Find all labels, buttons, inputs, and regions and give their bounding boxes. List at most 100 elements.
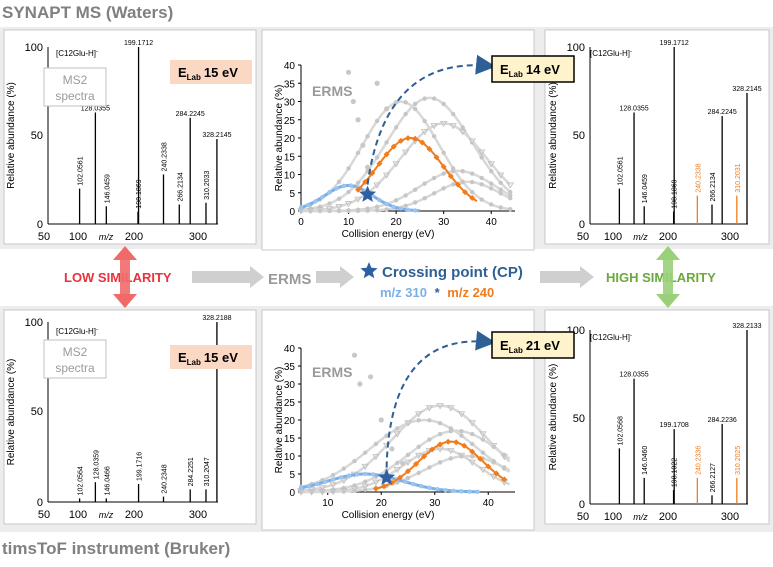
x-axis-label: m/z: [99, 510, 114, 520]
low-similarity-label: LOW SIMILARITY: [64, 270, 172, 285]
gray-series-point: [395, 460, 400, 466]
gray-series-point: [447, 405, 455, 412]
gray-series-point: [448, 428, 453, 434]
orange-series-point: [413, 460, 420, 467]
orange-series-point: [485, 463, 492, 470]
gray-series-point: [441, 171, 446, 176]
erms-middle-label: ERMS: [268, 271, 311, 288]
gray-series-point: [309, 489, 314, 495]
blue-series-point: [320, 194, 325, 200]
gray-series-point: [422, 196, 427, 201]
gray-series-point: [508, 207, 513, 212]
blue-series-point: [330, 477, 336, 482]
peak-label: 284.2245: [176, 111, 205, 118]
gray-series-point: [361, 463, 369, 471]
elab-label-bottom-left: ELab 15 eV: [178, 350, 238, 367]
orange-series-point: [445, 438, 452, 445]
y-tick-label: 20: [284, 416, 296, 427]
gray-series-point: [363, 487, 368, 493]
gray-series-point: [457, 411, 466, 418]
gray-series-point: [340, 477, 348, 485]
orange-series-point: [419, 139, 426, 146]
y-tick-label: 0: [579, 219, 585, 231]
blue-series-point: [405, 207, 411, 213]
ms2-box-top: [43, 67, 107, 107]
gray-series-point: [404, 459, 412, 466]
gray-series-point: [470, 441, 475, 447]
peak-label: 102.0561: [617, 156, 624, 185]
y-tick-label: 30: [284, 380, 296, 391]
blue-series-point: [475, 489, 480, 495]
peak-label: 199.1716: [137, 452, 144, 481]
green-double-arrow: [656, 246, 680, 308]
gray-series-point: [425, 405, 434, 412]
gray-series-point: [479, 431, 487, 438]
peak-label: 310.2025: [735, 446, 742, 475]
gray-series-point: [487, 161, 495, 168]
peak-label: 199.1712: [660, 40, 689, 47]
orange-series-point: [383, 151, 390, 158]
y-tick-label: 100: [25, 317, 43, 329]
peak-label: 146.0466: [104, 466, 111, 495]
gray-series-point: [420, 129, 429, 136]
orange-series-point: [405, 135, 411, 142]
y-tick-label: 50: [31, 130, 43, 142]
orange-series-point: [501, 476, 508, 483]
y-tick-label: 10: [284, 452, 296, 463]
gray-series-point: [298, 489, 304, 495]
blue-series-point: [384, 201, 389, 207]
blue-series-point: [313, 199, 318, 204]
gray-series-point: [502, 465, 507, 470]
x-tick-label: 50: [577, 511, 589, 523]
gray-series-point: [460, 168, 465, 174]
gray-series-point: [384, 106, 390, 112]
crossing-point-star-icon: [378, 468, 396, 485]
bottom-title: timsToF instrument (Bruker): [2, 539, 230, 558]
gray-series-point: [489, 181, 494, 186]
gray-series-point: [384, 140, 389, 145]
gray-series-point: [336, 196, 342, 202]
peak-label: 240.2338: [695, 163, 702, 192]
blue-series-point: [334, 186, 339, 191]
elab-label: ELab 14 eV: [500, 62, 560, 79]
blue-series-point: [338, 475, 344, 480]
x-tick-label: 100: [69, 509, 87, 521]
gray-series-point: [393, 100, 399, 105]
cp-ions-label: m/z 310 * m/z 240: [380, 285, 494, 300]
gray-series-point: [431, 134, 437, 139]
y-tick-label: 15: [284, 152, 296, 163]
top-right-box: [544, 29, 770, 245]
x-axis-label: m/z: [633, 232, 648, 242]
gray-series-point: [403, 193, 408, 198]
gray-series-point: [479, 197, 484, 202]
peak-label: 128.0355: [619, 372, 648, 379]
gray-series-point: [354, 196, 362, 203]
peak-label: 310.2047: [204, 457, 211, 486]
x-tick-label: 100: [604, 231, 622, 243]
gray-series-point: [447, 448, 455, 455]
gray-series-point: [389, 446, 395, 452]
blue-series-point: [412, 208, 418, 213]
gray-series-point: [374, 204, 380, 210]
x-tick-label: 50: [577, 231, 589, 243]
gray-series-point: [508, 189, 513, 195]
peak-label: 240.2338: [161, 142, 168, 171]
ms2-label-line2: spectra: [55, 361, 95, 375]
gray-series-point: [355, 117, 361, 123]
gray-series-point: [414, 452, 423, 460]
gray-series-point: [412, 187, 418, 192]
blue-series-point: [377, 197, 382, 203]
y-tick-label: 0: [289, 207, 295, 218]
gray-series-point: [330, 489, 336, 494]
gray-series-point: [508, 196, 513, 201]
gray-series-point: [298, 208, 304, 214]
gray-series-point: [378, 417, 384, 423]
peak-label: 266.2127: [710, 463, 717, 492]
gray-series-point: [441, 186, 446, 191]
orange-series-point: [426, 145, 433, 152]
gray-series-point: [412, 200, 418, 205]
orange-series-point: [469, 448, 476, 455]
gray-series-point: [460, 125, 465, 130]
